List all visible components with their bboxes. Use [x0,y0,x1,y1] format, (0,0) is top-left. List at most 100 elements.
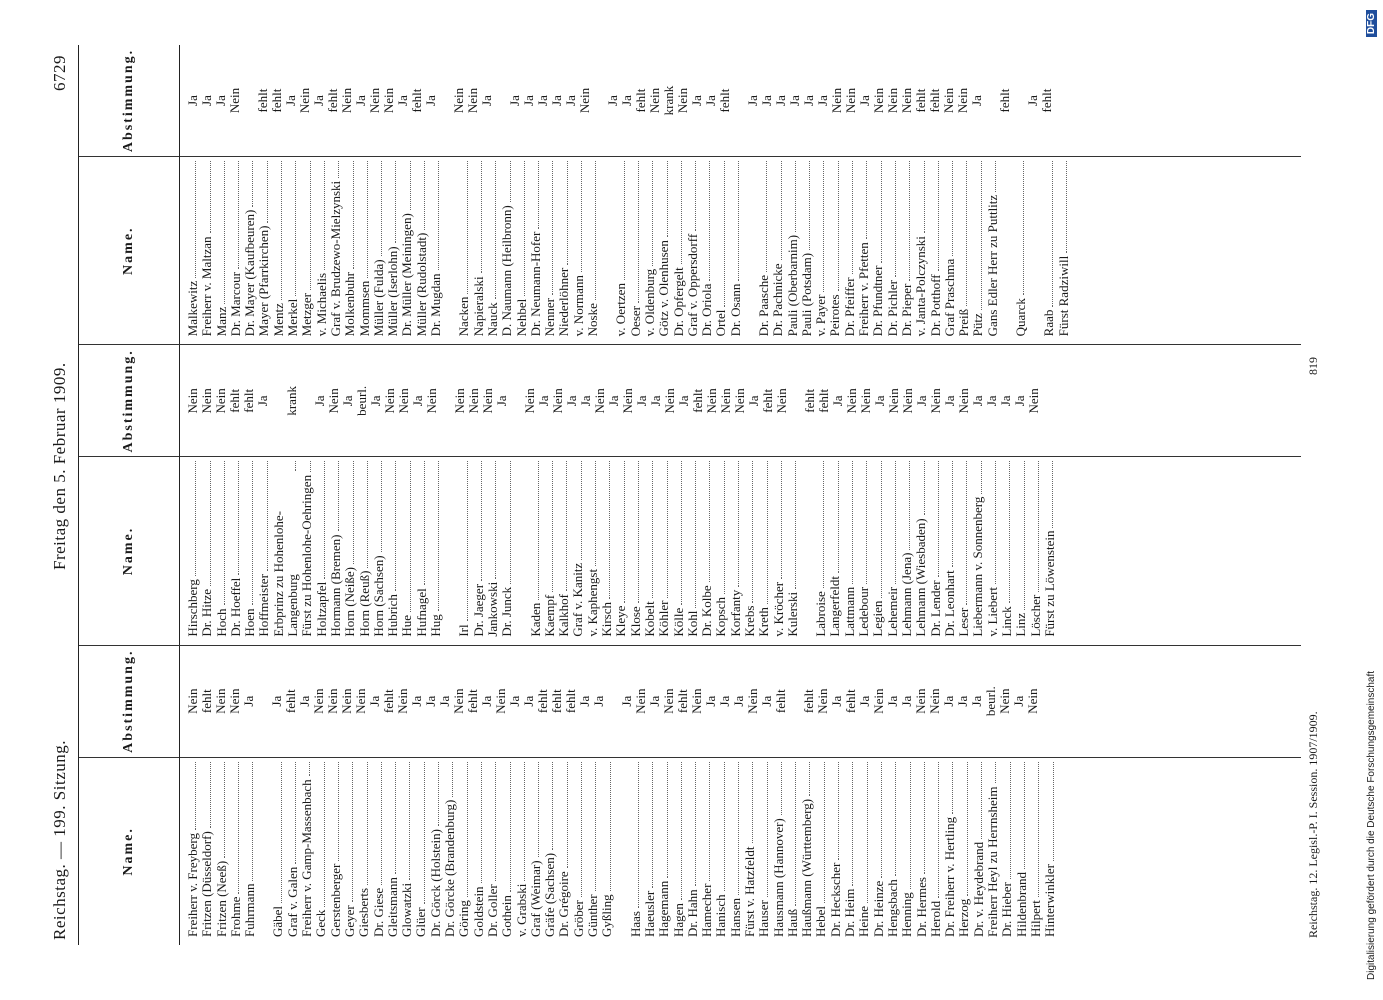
vote: Ja [254,395,270,407]
dot-leader [500,761,511,893]
dot-leader [328,461,340,532]
vote: Nein [451,388,467,414]
dot-leader [900,761,911,890]
name-group: Quarck [1013,161,1028,336]
vote-row: krank [661,45,676,156]
dot-leader [343,161,354,270]
vote: Ja [520,95,536,106]
vote: Ja [940,695,956,707]
name-row: Dr. Heckscher [827,761,843,937]
vote-row: fehlt [535,646,550,757]
member-name: Fürst v. Hatzfeldt [741,846,757,938]
vote: Nein [380,87,396,114]
vote-row: Ja [410,345,425,456]
vote-row: Ja [507,45,522,156]
vote-row: Nein [185,345,200,456]
name-row: Ledebour [856,461,871,637]
name-row: Fürst zu Hohenlohe-Oehringen [299,461,314,637]
dot-leader [371,461,383,553]
name-row: Linz [1013,461,1028,637]
name-row: Horn (Neiße) [342,461,357,637]
dot-leader [899,461,911,550]
vote: Ja [422,95,438,106]
vote: Nein [674,87,690,114]
dot-leader [814,461,825,589]
vote-group: Ja fehlt Ja Nein Nein Nein Nein Ja fehlt Nein Ja Ja… [269,646,606,757]
name-row: Geck [313,761,328,937]
dot-leader [357,461,368,568]
member-name: Herzog [956,898,972,937]
name-row: Fürst v. Hatzfeldt [741,761,757,938]
name-row: Dr. Görcke (Brandenburg) [442,761,457,937]
name-row: v. Oldenburg [642,161,657,336]
vote-row: Nein [297,45,312,156]
dot-leader [342,761,354,903]
dot-leader [700,461,711,583]
vote-row: Ja [731,646,746,757]
vote: Ja [506,695,522,707]
member-name: Dr. Heckscher [827,862,843,937]
vote: Ja [968,695,984,707]
dot-leader [871,161,882,263]
dot-leader [714,461,725,594]
vote-row: Ja [968,646,984,757]
member-name: Dr. Pieper [898,283,914,337]
name-row: Kopsch [713,461,728,637]
vote-row: fehlt [1039,45,1054,156]
vote: Ja [352,95,368,106]
member-name: Hansen [727,898,743,937]
vote-row: Ja [970,345,985,456]
name-row: Gyßling [599,761,614,937]
name-row: Hansen [727,761,743,937]
dot-leader [286,161,297,296]
vote: Ja [941,395,957,407]
dot-leader [1014,161,1025,296]
vote: Nein [661,388,677,414]
vote: Ja [310,95,326,106]
member-name: Goldstein [470,886,486,937]
dot-leader [785,461,797,589]
member-name: Günther [585,894,601,937]
name-row: Dr. Hahn [685,761,700,937]
member-name: Hirschberg [185,579,200,637]
vote-row: Nein [480,345,495,456]
vote-row: Ja [479,45,494,156]
dot-leader [857,461,868,584]
dot-leader [300,461,311,472]
member-name: Graf v. Galen [284,866,300,937]
dot-leader [400,461,411,612]
vote-row: Ja [872,345,887,456]
vote-row: Nein [689,646,704,757]
name-row: Löscher [1028,461,1043,637]
name-row: Pauli (Oberbarnim) [785,161,800,336]
vote: Nein [492,688,508,714]
name-row: Kleye [613,461,628,637]
name-row: Dr. Heim [842,761,857,937]
vote: Ja [675,395,691,407]
member-name: Haeusler [641,890,657,937]
vote: Nein [954,87,970,114]
name-row: Giesberts [356,761,371,937]
member-name: Labroise [813,591,829,637]
dot-leader [985,461,997,584]
vote: Nein [591,388,607,414]
member-name: v. Normann [570,275,586,337]
vote: Ja [520,695,536,707]
votes-column: Ja Ja Ja Nein fehlt fehlt Ja Nein Ja fehlt Nein Ja N… [180,45,1301,158]
names-column: Freiherr v. Freyberg Fritzen (Düsseldorf)… [180,758,1301,945]
name-row: Graf Praschma [942,161,957,336]
vote: Nein [324,688,340,714]
member-name: Hebel [813,905,829,937]
dot-leader [642,161,654,266]
dot-leader [771,161,782,261]
vote-group: Ja fehlt [1025,45,1054,156]
name-row: Hormann (Bremen) [328,461,343,637]
votes-column: Nein Nein Nein fehlt fehlt Ja krank Ja Nein Ja beu… [180,345,1301,458]
name-row: Quarck [1013,161,1028,336]
name-row: Freiherr v. Maltzan [199,161,214,336]
vote-row: Nein [367,45,382,156]
dot-leader [928,161,939,272]
name-row: Müller (Rudolstadt) [414,161,429,336]
dot-leader [571,461,582,560]
name-row: Dr. Goller [485,761,500,937]
